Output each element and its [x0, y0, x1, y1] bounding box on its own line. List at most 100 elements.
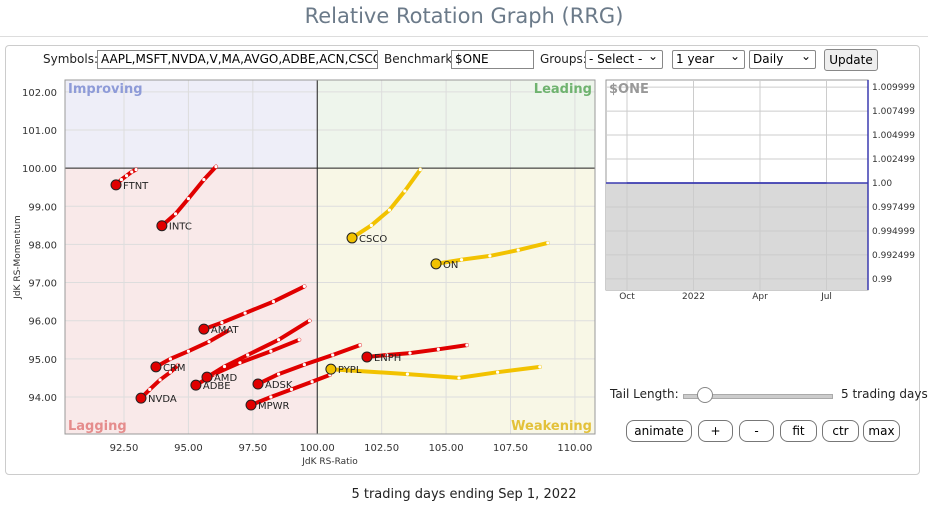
tail-point: [202, 177, 206, 182]
series-label: CSCO: [359, 234, 387, 245]
tail-point: [207, 340, 211, 344]
tail-point: [124, 174, 129, 178]
max-button[interactable]: max: [863, 420, 900, 442]
tail-point: [408, 351, 412, 355]
tail-point: [302, 362, 306, 367]
x-tick-label: 100.00: [300, 443, 335, 454]
tail-point: [168, 370, 172, 374]
tail-point: [222, 364, 227, 369]
head-point: [150, 361, 162, 373]
head-point: [135, 392, 147, 404]
tail-point: [158, 378, 162, 382]
footer: 5 trading days ending Sep 1, 2022: [351, 487, 577, 502]
tail-point: [269, 349, 273, 353]
tail-point: [418, 168, 422, 172]
quadrant-label: Improving: [68, 82, 143, 97]
tail-point: [214, 164, 218, 169]
tail-point: [246, 353, 250, 357]
series-label: AMD: [214, 373, 237, 384]
tail-point: [186, 349, 191, 353]
tail-point: [243, 311, 247, 315]
tail-point: [134, 168, 138, 172]
head-point: [325, 363, 337, 375]
symbols-input[interactable]: AAPL,MSFT,NVDA,V,MA,AVGO,ADBE,ACN,CSCO: [97, 50, 378, 69]
series-label: PYPL: [338, 365, 362, 376]
benchmark-input[interactable]: $ONE: [451, 50, 534, 69]
series-label: ON: [443, 260, 458, 271]
center-button[interactable]: ctr: [822, 420, 859, 442]
period-select[interactable]: 1 year: [672, 48, 745, 69]
y-tick-label: 0.994999: [872, 227, 915, 237]
quadrant-label: Lagging: [68, 419, 127, 434]
head-point: [110, 179, 122, 191]
zoom-in-button[interactable]: +: [698, 420, 733, 442]
frequency-select[interactable]: Daily: [749, 48, 816, 69]
y-tick-label: 100.00: [22, 164, 57, 175]
y-tick-label: 1.004999: [872, 131, 915, 141]
series-label: ADBE: [203, 381, 231, 392]
zoom-out-button[interactable]: -: [739, 420, 774, 442]
quadrant-label: Leading: [534, 82, 592, 97]
x-tick-label: 105.00: [429, 443, 464, 454]
tail-label: Tail Length:: [610, 387, 679, 401]
tail-point: [238, 361, 242, 365]
below-shade: [606, 182, 868, 290]
y-tick-label: 0.997499: [872, 203, 915, 213]
tail-point: [302, 284, 306, 288]
y-tick-label: 0.992499: [872, 251, 915, 261]
tail-point: [358, 343, 362, 347]
x-tick-label: 2022: [682, 292, 705, 302]
tail-point: [276, 338, 281, 342]
series-label: FTNT: [123, 181, 149, 192]
tail-slider[interactable]: [683, 394, 833, 399]
x-tick-label: 97.50: [239, 443, 268, 454]
tail-point: [496, 370, 500, 374]
groups-label: Groups:: [540, 52, 587, 66]
head-point: [252, 378, 264, 390]
tail-point: [119, 177, 124, 182]
y-tick-label: 0.99: [872, 275, 892, 285]
slider-handle[interactable]: [697, 387, 713, 403]
y-tick-label: 96.00: [28, 317, 57, 328]
y-tick-label: 1.00: [872, 179, 892, 189]
tail-value: 5 trading days: [841, 387, 928, 401]
page-title: Relative Rotation Graph (RRG): [0, 0, 928, 37]
y-tick-label: 97.00: [28, 279, 57, 290]
animate-button[interactable]: animate: [626, 420, 692, 442]
x-tick-label: 95.00: [174, 443, 203, 454]
y-tick-label: 1.002499: [872, 155, 915, 165]
x-tick-label: Apr: [752, 292, 768, 302]
x-axis-label: JdK RS-Ratio: [301, 457, 358, 467]
series-label: ADSK: [265, 380, 293, 391]
tail-point: [331, 353, 335, 357]
tail-point: [403, 189, 407, 193]
fit-button[interactable]: fit: [780, 420, 817, 442]
head-point: [198, 323, 210, 335]
x-tick-label: Oct: [619, 292, 635, 302]
groups-select[interactable]: - Select -: [585, 48, 663, 69]
tail-point: [436, 347, 440, 351]
mini-title: $ONE: [609, 82, 649, 97]
quadrant: [317, 80, 595, 169]
tail-point: [297, 338, 301, 342]
tail-point: [457, 376, 461, 380]
tail-point: [186, 197, 191, 201]
tail-point: [269, 395, 273, 399]
quadrant: [317, 168, 595, 434]
tail-point: [310, 380, 314, 384]
tail-point: [228, 328, 232, 332]
series-label: NVDA: [148, 394, 177, 405]
series-label: ENPH: [374, 353, 401, 364]
tail-point: [176, 363, 180, 367]
update-button[interactable]: Update: [824, 49, 878, 71]
tail-point: [488, 254, 492, 258]
benchmark-label: Benchmark:: [384, 52, 457, 66]
quadrant: [65, 80, 318, 169]
tail-point: [465, 343, 469, 347]
y-tick-label: 99.00: [28, 202, 57, 213]
y-axis-label: JdK RS-Momentum: [13, 215, 23, 300]
tail-point: [385, 353, 389, 357]
tail-point: [276, 372, 281, 376]
x-tick-label: 92.50: [110, 443, 139, 454]
